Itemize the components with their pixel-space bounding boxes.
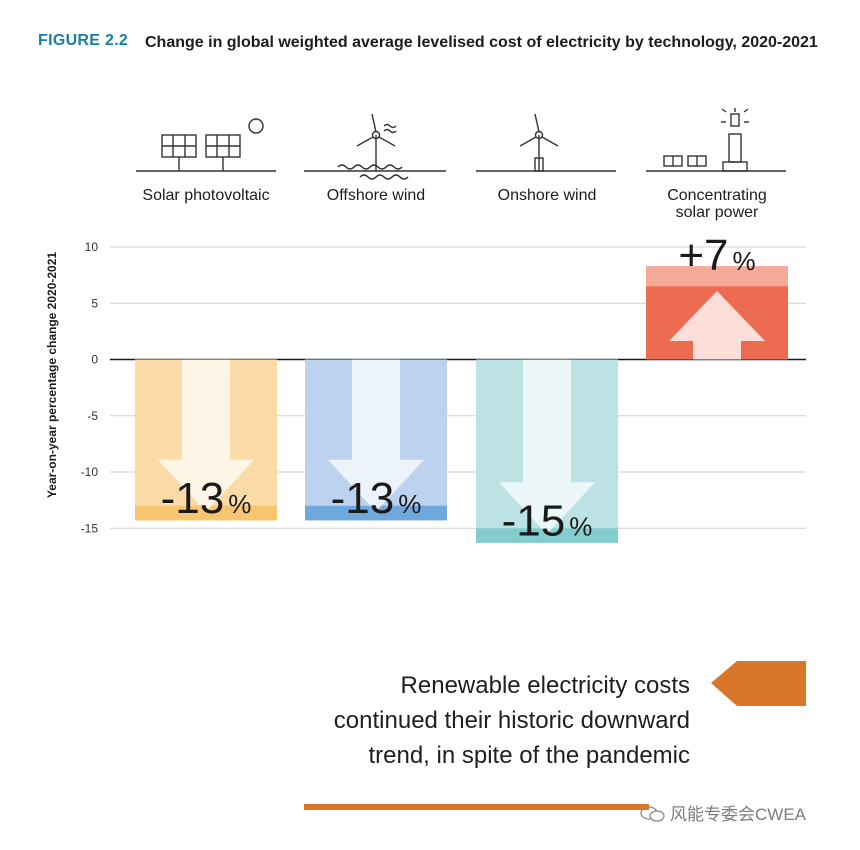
category-label-line: Offshore wind xyxy=(327,187,425,204)
data-label: -13% xyxy=(161,474,252,523)
y-tick-label: -10 xyxy=(81,465,99,479)
figure-title: Change in global weighted average leveli… xyxy=(145,34,818,51)
key-message: Renewable electricity costs continued th… xyxy=(290,668,690,773)
bar-value-band xyxy=(305,505,447,521)
category-label-line: Concentrating xyxy=(667,187,767,204)
figure-label: FIGURE 2.2 xyxy=(38,32,129,49)
bar-group: -13% xyxy=(305,359,447,523)
key-message-line: Renewable electricity costs xyxy=(400,672,690,699)
category-label-line: Solar photovoltaic xyxy=(142,187,269,204)
watermark: 风能专委会CWEA xyxy=(640,800,806,825)
data-label: -13% xyxy=(331,474,422,523)
watermark-text: 风能专委会CWEA xyxy=(670,805,806,824)
wechat-icon xyxy=(640,806,665,822)
category-label: Solar photovoltaic xyxy=(142,187,269,204)
bar-arrow xyxy=(328,359,424,512)
data-label-unit: % xyxy=(569,511,592,541)
data-label-unit: % xyxy=(733,246,756,276)
data-label-number: +7 xyxy=(678,231,728,280)
y-tick-label: 0 xyxy=(91,353,98,367)
concentrating-solar-tower-icon xyxy=(646,108,786,172)
data-label: +7% xyxy=(678,231,755,280)
bar-arrow xyxy=(158,359,254,512)
y-axis-title: Year-on-year percentage change 2020-2021 xyxy=(45,252,59,498)
y-tick-label: -5 xyxy=(87,409,98,423)
bar-value-band xyxy=(476,528,618,543)
bar-arrow xyxy=(669,290,765,360)
key-message-line: trend, in spite of the pandemic xyxy=(368,742,690,769)
accent-arrow xyxy=(711,661,806,706)
solar-panel-icon xyxy=(136,118,276,172)
data-label-number: -13 xyxy=(161,474,225,523)
category-label: Onshore wind xyxy=(498,187,597,204)
category-label-line: Onshore wind xyxy=(498,187,597,204)
data-label: -15% xyxy=(502,496,593,545)
data-label-unit: % xyxy=(228,489,251,519)
offshore-wind-turbine-icon xyxy=(304,113,446,180)
category-label: Concentrating solar power xyxy=(667,187,767,221)
onshore-wind-turbine-icon xyxy=(476,113,616,172)
bar-group: +7% xyxy=(646,231,788,360)
bar-group: -15% xyxy=(476,359,618,545)
bar-value-band xyxy=(135,505,277,521)
data-label-number: -13 xyxy=(331,474,395,523)
y-tick-label: -15 xyxy=(81,521,99,535)
y-tick-label: 10 xyxy=(85,240,99,254)
bar-arrow xyxy=(499,359,595,535)
data-label-number: -15 xyxy=(502,496,566,545)
category-label: Offshore wind xyxy=(327,187,425,204)
category-label-line: solar power xyxy=(676,204,759,221)
data-label-unit: % xyxy=(398,489,421,519)
y-tick-label: 5 xyxy=(91,296,98,310)
bar-group: -13% xyxy=(135,359,277,523)
accent-rule xyxy=(304,804,649,810)
key-message-line: continued their historic downward xyxy=(333,707,690,734)
